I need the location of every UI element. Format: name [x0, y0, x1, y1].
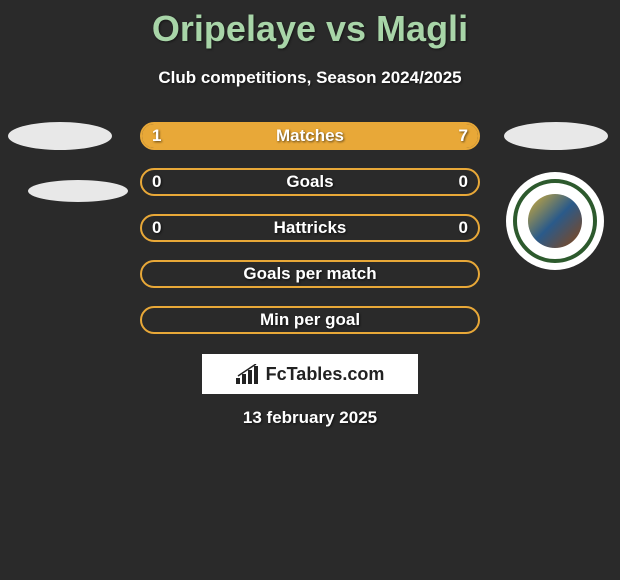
- stat-bar: 0 0 Hattricks: [140, 214, 480, 242]
- stat-label: Min per goal: [260, 310, 360, 330]
- stat-label: Goals per match: [243, 264, 376, 284]
- stats-container: 1 7 Matches 0 0 Goals 0 0 Hattricks Goals per mat…: [140, 122, 480, 352]
- stat-value-right: 7: [459, 126, 468, 146]
- branding-logo: FcTables.com: [202, 354, 418, 394]
- branding-text: FcTables.com: [266, 364, 385, 385]
- stat-label: Hattricks: [274, 218, 347, 238]
- ellipse-shape: [28, 180, 128, 202]
- stat-bar: Min per goal: [140, 306, 480, 334]
- right-team-badge: [504, 122, 608, 270]
- stat-value-left: 1: [152, 126, 161, 146]
- subtitle: Club competitions, Season 2024/2025: [0, 68, 620, 88]
- club-emblem-icon: [506, 172, 604, 270]
- page-title: Oripelaye vs Magli: [0, 0, 620, 50]
- chart-icon: [236, 364, 262, 384]
- date-text: 13 february 2025: [243, 408, 377, 428]
- left-team-badge: [8, 122, 128, 202]
- stat-fill-left: [142, 124, 182, 148]
- ellipse-shape: [504, 122, 608, 150]
- stat-label: Goals: [286, 172, 333, 192]
- ellipse-shape: [8, 122, 112, 150]
- stat-bar: Goals per match: [140, 260, 480, 288]
- stat-label: Matches: [276, 126, 344, 146]
- stat-bar: 1 7 Matches: [140, 122, 480, 150]
- stat-value-left: 0: [152, 172, 161, 192]
- stat-value-right: 0: [459, 172, 468, 192]
- stat-value-right: 0: [459, 218, 468, 238]
- stat-bar: 0 0 Goals: [140, 168, 480, 196]
- stat-value-left: 0: [152, 218, 161, 238]
